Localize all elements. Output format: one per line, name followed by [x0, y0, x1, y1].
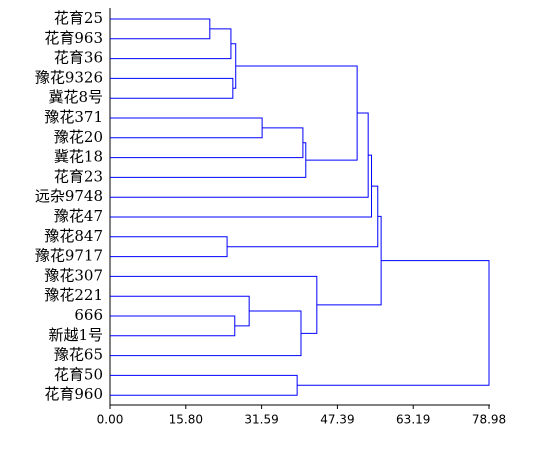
x-tick-label: 47.39: [320, 413, 354, 427]
dendrogram-link: [110, 374, 298, 396]
dendrogram-link: [110, 315, 236, 337]
x-tick-label: 31.59: [244, 413, 278, 427]
dendrogram-link: [110, 18, 211, 40]
leaf-label: 花育963: [44, 29, 103, 47]
leaf-label: 冀花8号: [48, 88, 103, 106]
x-tick-label: 15.80: [169, 413, 203, 427]
dendrogram-link: [227, 185, 379, 248]
dendrogram-link: [110, 236, 228, 258]
leaf-label: 豫花307: [44, 266, 103, 284]
leaf-label: 花育36: [54, 49, 103, 67]
dendrogram-link: [297, 260, 490, 386]
dendrogram-link: [110, 142, 307, 178]
leaf-label: 豫花9326: [35, 68, 103, 86]
leaf-label: 花育23: [54, 167, 103, 185]
leaf-label: 豫花47: [54, 207, 103, 225]
dendrogram-link: [110, 275, 318, 334]
leaf-label: 冀花18: [54, 148, 103, 166]
dendrogram-link: [110, 127, 304, 159]
dendrogram-link: [110, 112, 369, 198]
leaf-label: 666: [74, 306, 103, 324]
leaf-label: 花育960: [44, 385, 103, 403]
dendrogram-link: [110, 77, 234, 99]
dendrogram-link: [110, 310, 302, 357]
leaf-label: 豫花65: [54, 346, 103, 364]
x-tick-label: 78.98: [472, 413, 506, 427]
leaf-label: 豫花9717: [35, 247, 103, 265]
dendrogram-link: [110, 117, 263, 139]
leaf-label: 花育50: [54, 365, 103, 383]
dendrogram-link: [110, 295, 250, 327]
leaf-label: 豫花847: [44, 227, 103, 245]
dendrogram-link: [230, 43, 237, 89]
leaf-label: 豫花371: [44, 108, 103, 126]
x-tick-label: 63.19: [396, 413, 430, 427]
dendrogram-link: [110, 28, 232, 60]
x-tick-label: 0.00: [97, 413, 124, 427]
leaf-label: 豫花221: [44, 286, 103, 304]
leaf-label: 远杂9748: [35, 187, 103, 205]
leaf-label: 新越1号: [48, 326, 103, 344]
dendrogram-link: [110, 154, 373, 218]
dendrogram-link: [316, 215, 382, 306]
dendrogram-link: [235, 65, 358, 161]
leaf-label: 豫花20: [54, 128, 103, 146]
leaf-label: 花育25: [54, 9, 103, 27]
